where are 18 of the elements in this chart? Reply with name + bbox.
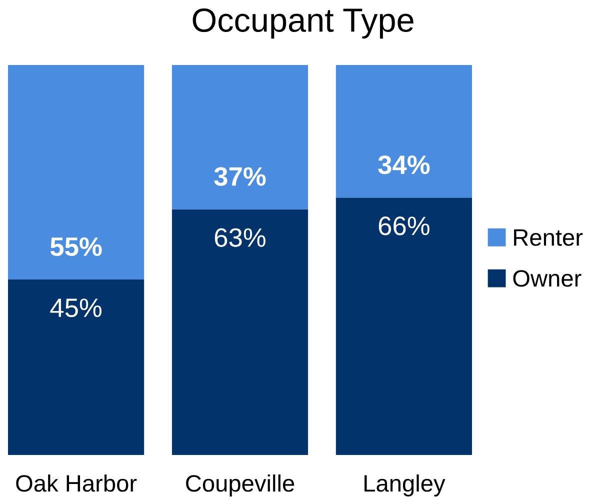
x-tick-label: Langley [364,474,446,496]
data-label: 66% [378,216,430,236]
bar [172,209,308,455]
legend-label: Renter [514,229,583,246]
data-label: 34% [378,155,430,174]
data-label: 37% [214,167,266,186]
bar [172,65,308,210]
legend-label: Owner [513,270,582,287]
bar [336,65,472,198]
data-label: 63% [214,228,266,247]
data-label: 55% [50,237,102,256]
x-tick-label: Oak Harbor [16,474,137,492]
x-tick-label: Coupeville [186,474,294,496]
bar [336,198,472,455]
data-label: 45% [50,298,102,318]
chart-title: Occupant Type [192,8,414,39]
bar [8,65,144,280]
bar [8,280,144,455]
